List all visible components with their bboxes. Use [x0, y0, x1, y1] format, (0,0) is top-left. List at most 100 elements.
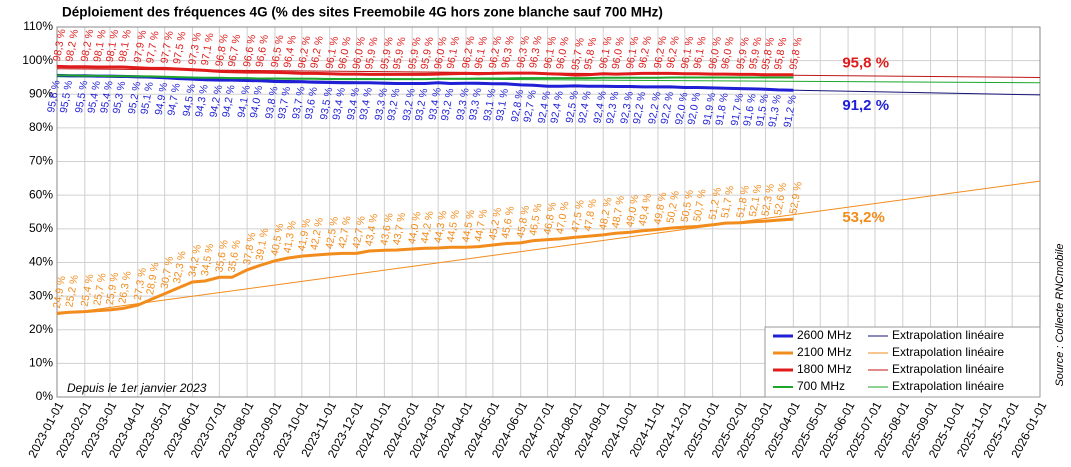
data-label: 98,1 %	[91, 29, 108, 63]
data-label: 96,1 %	[472, 35, 489, 69]
data-label: 97,7 %	[144, 30, 161, 64]
data-label: 94,1 %	[235, 84, 252, 118]
data-label: 94,2 %	[220, 84, 237, 118]
data-label: 34,5 %	[199, 243, 216, 277]
data-label: 96,1 %	[597, 35, 614, 69]
data-label: 45,6 %	[499, 205, 516, 239]
data-label: 97,5 %	[171, 31, 188, 65]
data-label: 92,2 %	[646, 91, 663, 125]
data-label: 95,9 %	[363, 36, 380, 70]
legend-label: Extrapolation linéaire	[892, 379, 1004, 393]
data-label: 93,4 %	[426, 87, 443, 121]
data-label: 52,6 %	[772, 182, 789, 216]
data-label: 96,0 %	[707, 36, 724, 70]
data-label: 98,2 %	[79, 28, 96, 62]
data-label: 95,1 %	[138, 81, 155, 115]
data-label: 93,8 %	[263, 85, 280, 119]
data-label: 95,5 %	[73, 80, 90, 114]
y-tick-label: 50%	[29, 221, 53, 235]
data-label: 46,5 %	[527, 202, 544, 236]
data-label: 93,7 %	[276, 86, 293, 120]
data-label: 96,0 %	[350, 36, 367, 70]
data-label: 96,2 %	[460, 35, 477, 69]
data-label: 92,0 %	[686, 91, 703, 125]
data-label: 95,9 %	[378, 36, 395, 70]
y-tick-label: 10%	[29, 356, 53, 370]
note: Depuis le 1er janvier 2023	[67, 381, 207, 395]
data-label: 91,9 %	[701, 92, 718, 126]
data-label: 96,2 %	[308, 35, 325, 69]
data-label: 94,5 %	[181, 83, 198, 117]
data-label: 25,9 %	[104, 272, 121, 306]
data-label: 43,7 %	[391, 212, 408, 246]
data-label: 96,3 %	[515, 35, 532, 69]
data-label: 51,8 %	[734, 184, 751, 218]
data-label: 91,3 %	[766, 94, 783, 128]
data-label: 93,7 %	[290, 86, 307, 120]
legend-label: 700 MHz	[797, 379, 845, 393]
data-label: 93,3 %	[467, 87, 484, 121]
legend-label: 1800 MHz	[797, 362, 852, 376]
legend-label: Extrapolation linéaire	[892, 362, 1004, 376]
data-label: 95,6 %	[45, 79, 62, 113]
data-label: 97,3 %	[186, 31, 203, 65]
y-tick-label: 40%	[29, 255, 53, 269]
data-label: 96,2 %	[664, 35, 681, 69]
data-label: 44,2 %	[419, 210, 436, 244]
data-label: 43,4 %	[363, 213, 380, 247]
data-label: 95,5 %	[58, 80, 75, 114]
data-label: 96,4 %	[281, 34, 298, 68]
data-label: 41,9 %	[296, 218, 313, 252]
data-label: 93,1 %	[494, 88, 511, 122]
data-label: 95,3 %	[111, 80, 128, 114]
data-label: 25,4 %	[79, 273, 96, 307]
data-label: 93,2 %	[400, 87, 417, 121]
data-label: 44,0 %	[406, 211, 423, 245]
data-label: 27,3 %	[132, 267, 149, 301]
data-label: 96,6 %	[254, 34, 271, 68]
data-label: 44,5 %	[460, 209, 477, 243]
data-label: 97,9 %	[132, 29, 149, 63]
data-label: 25,2 %	[63, 274, 80, 308]
data-label: 95,2 %	[126, 81, 143, 115]
data-label: 94,2 %	[208, 84, 225, 118]
data-label: 96,3 %	[499, 35, 516, 69]
data-label: 95,9 %	[419, 36, 436, 70]
data-label: 42,2 %	[308, 217, 325, 251]
data-label: 95,8 %	[582, 36, 599, 70]
data-label: 93,5 %	[318, 86, 335, 120]
y-tick-label: 30%	[29, 288, 53, 302]
data-label: 92,2 %	[659, 91, 676, 125]
data-label: 51,7 %	[719, 185, 736, 219]
series-line	[56, 180, 1041, 316]
data-label: 50,7 %	[691, 188, 708, 222]
series-line	[56, 73, 794, 92]
data-label: 48,7 %	[610, 195, 627, 229]
legend-label: Extrapolation linéaire	[892, 328, 1004, 342]
data-label: 96,2 %	[296, 35, 313, 69]
data-label: 96,0 %	[610, 36, 627, 70]
data-label: 44,7 %	[472, 208, 489, 242]
data-label: 96,1 %	[445, 35, 462, 69]
data-label: 42,7 %	[336, 215, 353, 249]
data-label: 52,1 %	[747, 183, 764, 217]
data-label: 98,2 %	[63, 28, 80, 62]
y-tick-label: 0%	[36, 389, 54, 403]
data-label: 95,9 %	[406, 36, 423, 70]
data-label: 91,2 %	[782, 94, 799, 128]
data-label: 96,8 %	[213, 33, 230, 67]
data-label: 95,9 %	[747, 36, 764, 70]
data-label: 46,8 %	[541, 201, 558, 235]
data-label: 95,4 %	[98, 80, 115, 114]
y-tick-label: 70%	[29, 154, 53, 168]
y-tick-label: 20%	[29, 322, 53, 336]
data-label: 52,3 %	[759, 183, 776, 217]
data-label: 51,2 %	[707, 186, 724, 220]
data-label: 52,9 %	[787, 181, 804, 215]
data-label: 49,0 %	[624, 194, 641, 228]
data-label: 93,4 %	[330, 87, 347, 121]
data-label: 93,1 %	[481, 88, 498, 122]
data-label: 96,2 %	[637, 35, 654, 69]
legend-box	[764, 326, 1041, 398]
